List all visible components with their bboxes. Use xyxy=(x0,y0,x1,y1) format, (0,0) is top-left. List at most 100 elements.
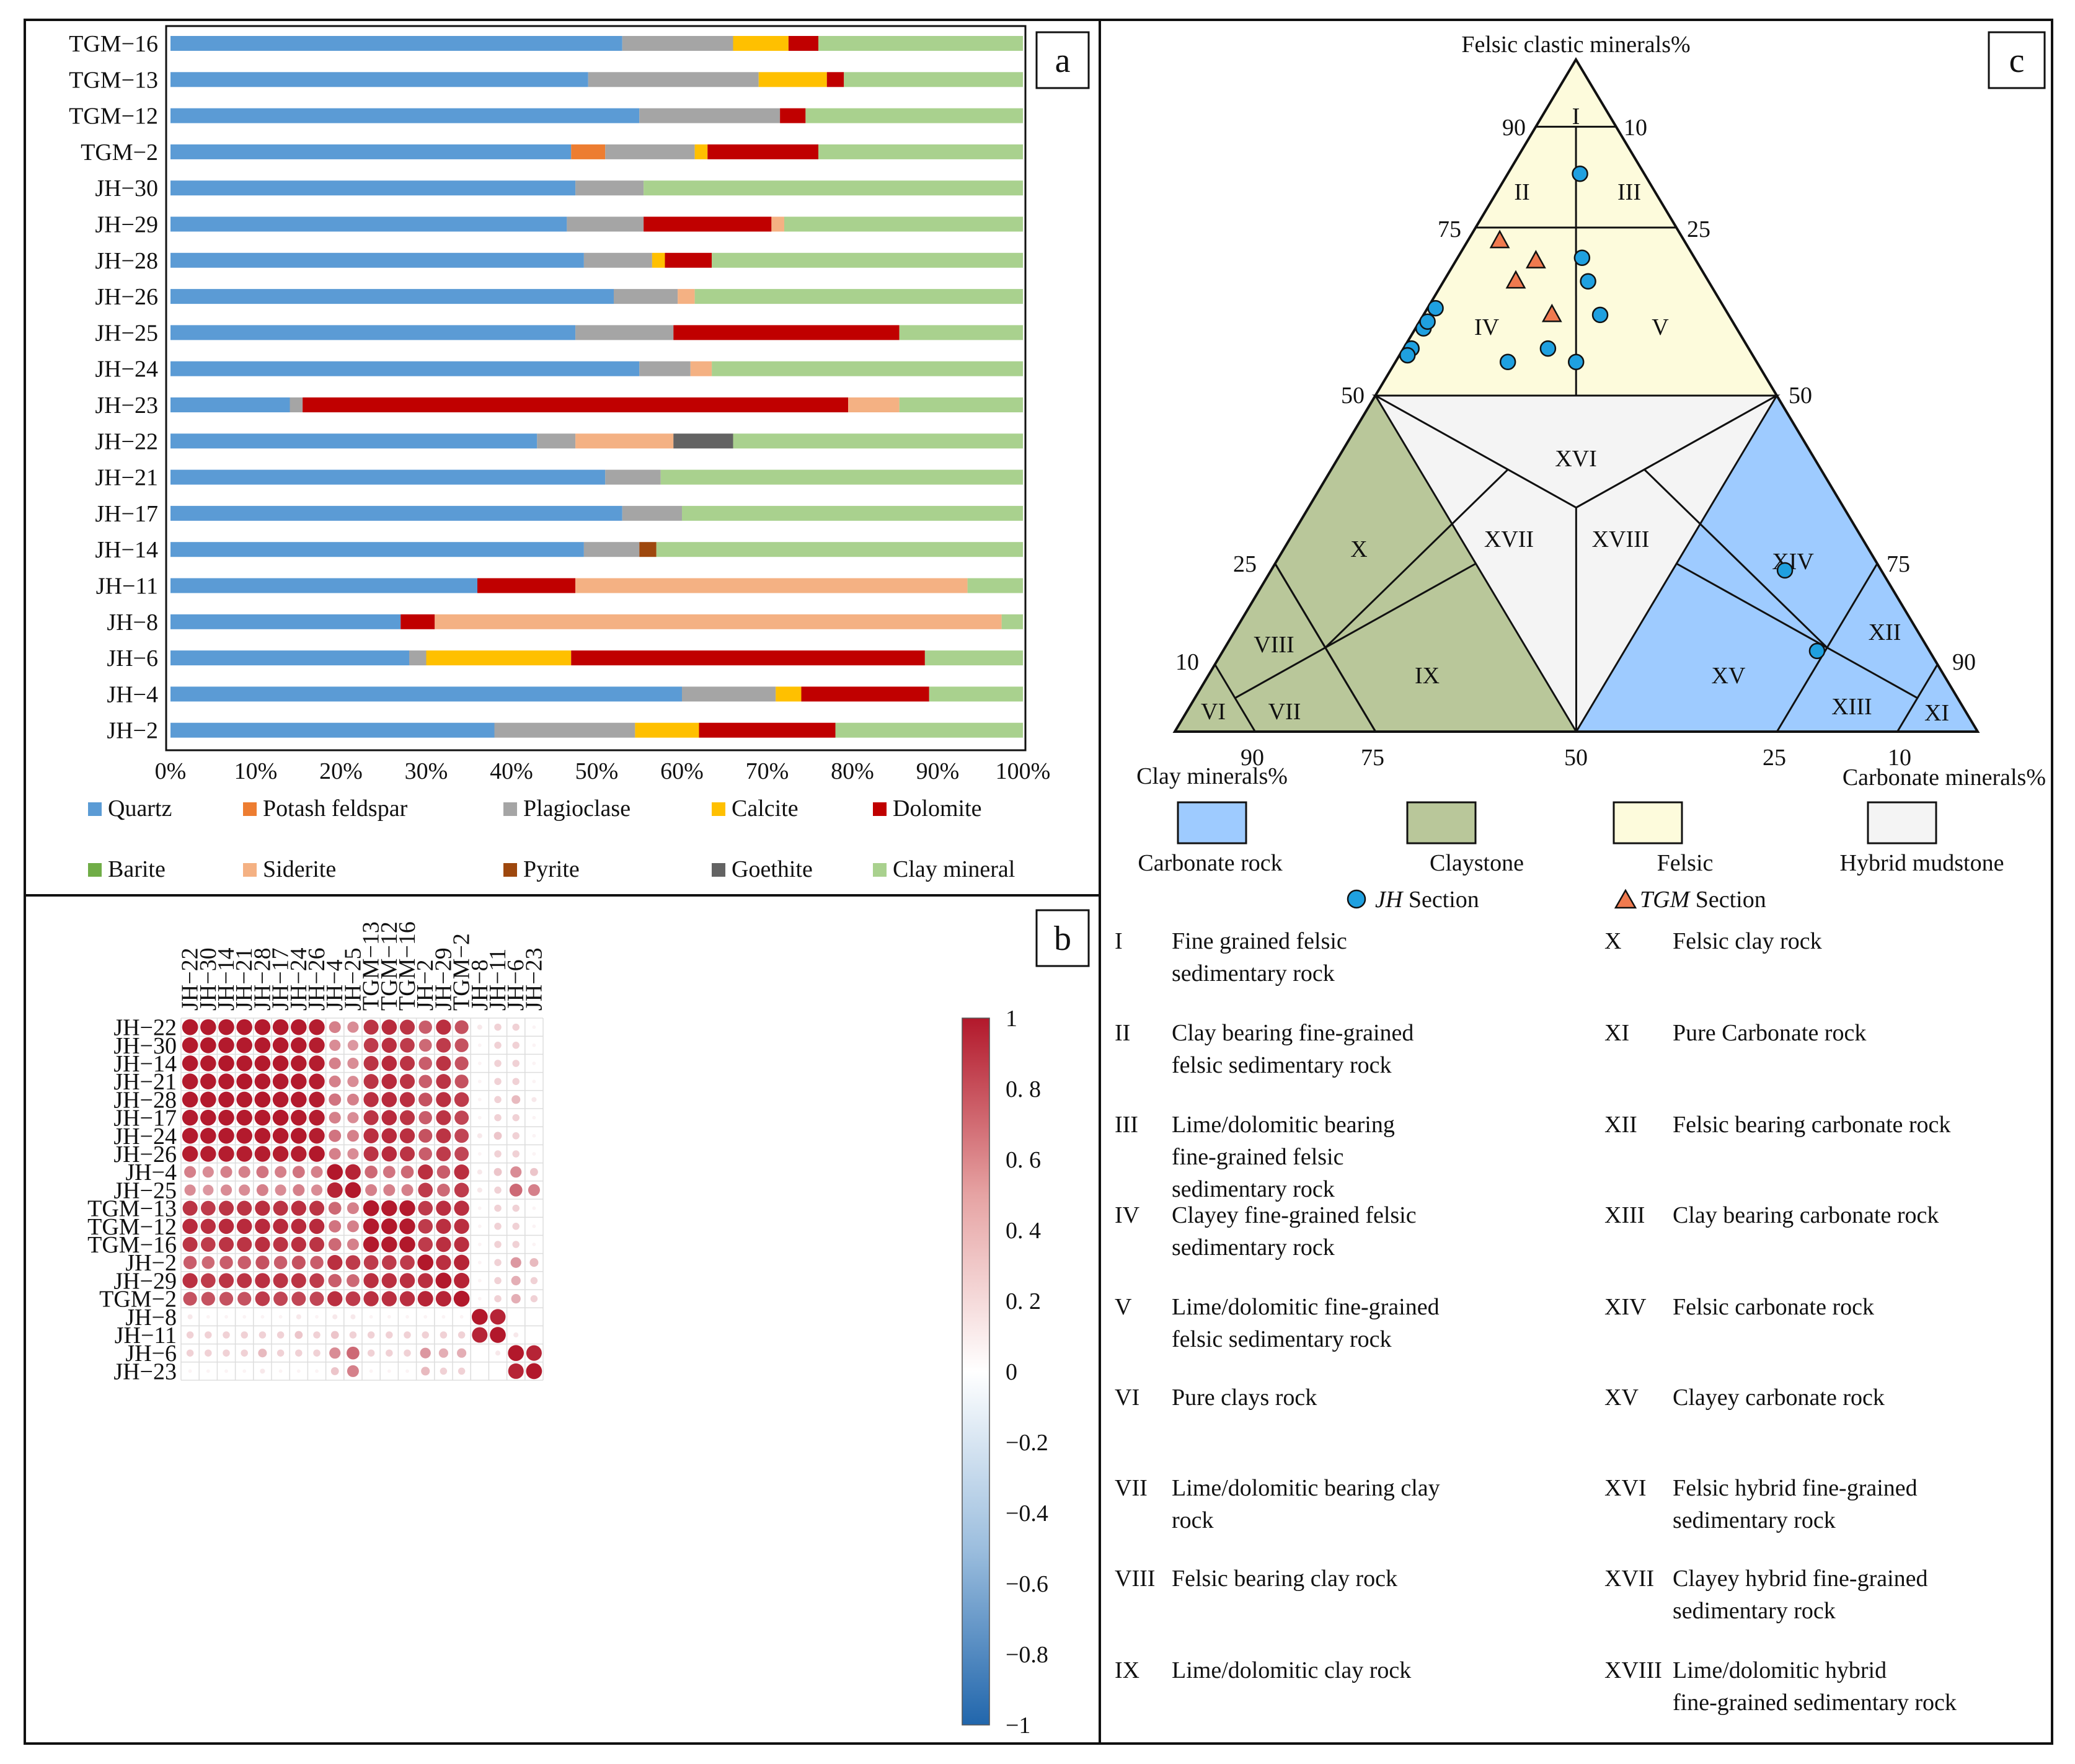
bar-segment xyxy=(682,505,1023,521)
correlation-circle xyxy=(309,1200,325,1216)
correlation-circle xyxy=(347,1093,359,1106)
ternary-right-axis-label: Carbonate minerals% xyxy=(1843,765,2046,791)
legend-swatch xyxy=(712,863,725,877)
correlation-circle xyxy=(313,1331,321,1339)
bar-segment xyxy=(170,722,495,738)
correlation-circle xyxy=(508,1363,524,1379)
class-code: XIII xyxy=(1604,1202,1645,1228)
panel-a-stacked-bar-chart: TGM−16 TGM−13 TGM−12 TGM−2 JH−30 JH−29 JH−28 JH… xyxy=(69,25,1090,882)
correlation-circle xyxy=(363,1200,379,1217)
correlation-circle xyxy=(418,1020,432,1034)
correlation-circle xyxy=(381,1255,397,1270)
bar-segment xyxy=(290,397,303,412)
correlation-circle xyxy=(493,1168,502,1176)
correlation-circle xyxy=(236,1055,252,1071)
jh-point xyxy=(1572,166,1588,182)
correlation-circle xyxy=(238,1166,250,1178)
correlation-circle xyxy=(363,1255,379,1270)
bar-segment xyxy=(639,108,781,123)
correlation-circle xyxy=(218,1273,234,1288)
correlation-circle xyxy=(477,1261,482,1265)
correlation-circle xyxy=(383,1166,396,1179)
correlation-circle xyxy=(272,1146,289,1162)
column-label: JH−24 xyxy=(286,947,312,1011)
correlation-circle xyxy=(508,1345,524,1362)
correlation-circle xyxy=(329,1057,341,1070)
colorbar-tick-labels: 1 0. 8 0. 6 0. 4 0. 2 0 −0.2 −0.4 −0.6 −0.8 −1 xyxy=(1006,1006,1048,1739)
correlation-circle xyxy=(218,1200,234,1216)
bar-segment xyxy=(758,72,827,87)
class-description: Clayey fine-grained felsic sedimentary ro… xyxy=(1172,1202,1417,1261)
ternary-left-axis-label: Clay minerals% xyxy=(1136,763,1288,789)
correlation-circle xyxy=(291,1218,307,1234)
class-code: VII xyxy=(1115,1475,1148,1501)
correlation-circle xyxy=(237,1200,252,1216)
correlation-circle xyxy=(477,1206,482,1210)
correlation-circle xyxy=(347,1057,359,1070)
correlation-circle xyxy=(272,1055,289,1071)
legend-label: Siderite xyxy=(263,856,336,882)
correlation-circle xyxy=(494,1042,502,1049)
class-code: IX xyxy=(1115,1657,1139,1683)
correlation-circle xyxy=(399,1236,415,1252)
correlation-circle xyxy=(205,1349,212,1357)
correlation-circle xyxy=(255,1291,270,1306)
correlation-circle xyxy=(383,1184,396,1196)
correlation-circle xyxy=(494,1023,502,1031)
correlation-circle xyxy=(291,1109,307,1126)
class-code: XVIII xyxy=(1604,1657,1662,1683)
correlation-circle xyxy=(218,1236,234,1252)
jh-point xyxy=(1567,353,1585,371)
boundary-line xyxy=(1644,469,1828,649)
correlation-circle xyxy=(273,1256,288,1269)
correlation-circle xyxy=(254,1037,271,1053)
ternary-tick: 25 xyxy=(1763,745,1786,771)
jh-point xyxy=(1573,249,1591,267)
correlation-circle xyxy=(224,1314,228,1319)
correlation-circle xyxy=(200,1146,216,1162)
correlation-circle xyxy=(273,1273,288,1288)
correlation-circle xyxy=(441,1314,446,1319)
legend-label: Potash feldspar xyxy=(263,796,408,822)
correlation-circle xyxy=(329,1112,341,1124)
correlation-circle xyxy=(291,1091,307,1108)
correlation-circle xyxy=(363,1236,379,1252)
bar-segment xyxy=(605,469,661,485)
correlation-circle xyxy=(436,1110,451,1125)
category-label: JH−23 xyxy=(95,392,158,419)
correlation-circle xyxy=(236,1019,252,1035)
field-legend: Carbonate rock Claystone Felsic Hybrid muds… xyxy=(1138,801,2004,876)
correlation-circle xyxy=(182,1200,198,1216)
jh-point xyxy=(1499,353,1516,371)
category-label: TGM−12 xyxy=(69,104,158,130)
correlation-circle xyxy=(477,1296,482,1301)
correlation-circle xyxy=(490,1327,506,1343)
category-label: JH−2 xyxy=(107,718,158,744)
correlation-circle xyxy=(254,1146,271,1162)
region-label: VI xyxy=(1201,699,1226,725)
correlation-circle xyxy=(532,1115,536,1120)
panel-a-plot-frame xyxy=(165,25,1027,751)
panel-a-letter-box xyxy=(1035,31,1090,89)
correlation-circle xyxy=(182,1055,198,1071)
bar-segment xyxy=(170,216,567,232)
class-description: Felsic clay rock xyxy=(1673,928,1822,954)
correlation-circle xyxy=(309,1073,325,1089)
correlation-circle xyxy=(309,1236,325,1252)
figure-frame xyxy=(24,19,2053,1745)
x-tick-label: 70% xyxy=(746,758,789,784)
bar-segment xyxy=(170,650,409,666)
bar-segment xyxy=(583,542,640,557)
correlation-circle xyxy=(277,1349,285,1357)
correlation-circle xyxy=(367,1331,375,1339)
correlation-circle xyxy=(256,1166,269,1179)
region-label: II xyxy=(1514,179,1529,205)
correlation-circle xyxy=(291,1292,306,1306)
correlation-circle xyxy=(291,1146,307,1162)
correlation-circle xyxy=(254,1019,271,1035)
correlation-circle xyxy=(182,1218,198,1234)
bar-segment xyxy=(699,722,836,738)
correlation-circle xyxy=(255,1256,270,1270)
legend-swatch xyxy=(503,863,517,877)
